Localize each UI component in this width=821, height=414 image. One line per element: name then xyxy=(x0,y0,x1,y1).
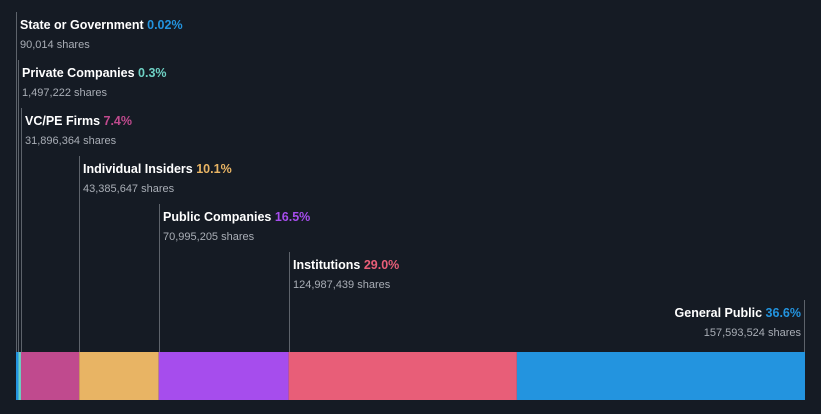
percent-label: 29.0% xyxy=(364,258,399,272)
bar-segment-public-companies xyxy=(158,352,289,400)
category-name: Private Companies xyxy=(22,66,138,80)
category-label-vc-pe-firms: VC/PE Firms 7.4% xyxy=(25,114,132,128)
shares-label-general-public: 157,593,524 shares xyxy=(704,327,802,339)
bar-segment-general-public xyxy=(516,352,805,400)
shares-label-public-companies: 70,995,205 shares xyxy=(163,231,255,243)
shares-label-private-companies: 1,497,222 shares xyxy=(22,87,108,99)
category-name: Individual Insiders xyxy=(83,162,196,176)
category-name: Public Companies xyxy=(163,210,275,224)
category-label-general-public: General Public 36.6% xyxy=(675,306,801,320)
bar-segment-private-companies xyxy=(18,352,21,400)
category-name: VC/PE Firms xyxy=(25,114,104,128)
bar-segment-institutions xyxy=(288,352,517,400)
shares-label-individual-insiders: 43,385,647 shares xyxy=(83,183,175,195)
percent-label: 0.3% xyxy=(138,66,167,80)
bar-segment-vc-pe-firms xyxy=(20,352,80,400)
percent-label: 16.5% xyxy=(275,210,310,224)
category-label-private-companies: Private Companies 0.3% xyxy=(22,66,167,80)
category-name: Institutions xyxy=(293,258,364,272)
category-name: State or Government xyxy=(20,18,147,32)
bar-segment-state-or-government xyxy=(16,352,19,400)
shares-label-institutions: 124,987,439 shares xyxy=(293,279,391,291)
bar-segment-individual-insiders xyxy=(79,352,159,400)
category-label-individual-insiders: Individual Insiders 10.1% xyxy=(83,162,232,176)
category-label-institutions: Institutions 29.0% xyxy=(293,258,399,272)
shares-label-vc-pe-firms: 31,896,364 shares xyxy=(25,135,117,147)
percent-label: 7.4% xyxy=(104,114,133,128)
category-label-public-companies: Public Companies 16.5% xyxy=(163,210,310,224)
shares-label-state-or-government: 90,014 shares xyxy=(20,39,90,51)
percent-label: 36.6% xyxy=(766,306,801,320)
percent-label: 10.1% xyxy=(196,162,231,176)
percent-label: 0.02% xyxy=(147,18,182,32)
category-name: General Public xyxy=(675,306,766,320)
category-label-state-or-government: State or Government 0.02% xyxy=(20,18,183,32)
